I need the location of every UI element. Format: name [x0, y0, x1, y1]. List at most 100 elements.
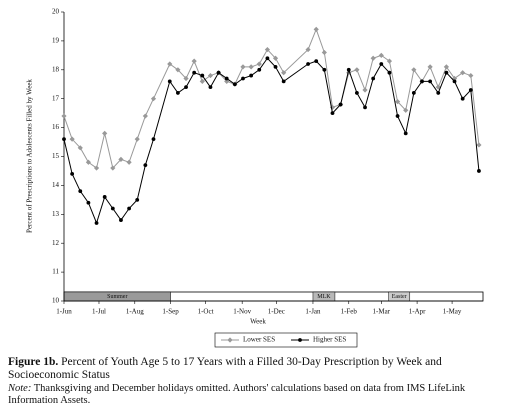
data-point	[62, 137, 66, 142]
data-point	[191, 58, 197, 64]
data-point	[306, 62, 310, 66]
data-point	[126, 159, 132, 165]
x-tick-label: 1-Jul	[92, 308, 106, 316]
data-point	[135, 197, 140, 202]
data-point	[322, 67, 327, 72]
data-point	[192, 70, 197, 75]
data-point	[224, 78, 230, 84]
data-point	[118, 156, 124, 162]
period-label: MLK	[317, 294, 331, 300]
data-point	[184, 85, 188, 90]
legend-label: Higher SES	[313, 336, 346, 344]
data-point	[346, 67, 351, 72]
data-point	[379, 62, 384, 66]
data-point	[452, 79, 457, 84]
data-point	[281, 79, 286, 84]
data-point	[127, 206, 131, 211]
data-point	[436, 91, 441, 95]
data-point	[387, 70, 392, 75]
data-point	[314, 59, 319, 64]
data-point	[143, 163, 148, 168]
data-point	[363, 105, 367, 110]
data-point	[176, 91, 180, 95]
data-point	[477, 169, 481, 173]
data-point	[265, 56, 270, 61]
data-point	[281, 70, 287, 76]
data-point	[329, 104, 336, 110]
data-point	[394, 98, 401, 105]
data-point	[273, 65, 278, 69]
note-label: Note:	[8, 383, 32, 394]
data-point	[313, 26, 319, 32]
x-tick-label: 1-Aug	[126, 308, 144, 316]
period-label: Easter	[392, 294, 407, 300]
data-point	[411, 91, 416, 95]
data-point	[411, 67, 417, 73]
data-point	[249, 73, 254, 78]
y-tick-label: 17	[52, 94, 60, 102]
data-point	[257, 67, 262, 72]
data-point	[200, 73, 205, 78]
data-point	[208, 85, 213, 90]
data-point	[216, 70, 221, 75]
data-point	[232, 82, 237, 87]
caption-title: Figure 1b. Percent of Youth Age 5 to 17 …	[8, 356, 504, 382]
data-point	[248, 64, 254, 70]
data-point	[451, 75, 458, 82]
period-label: Summer	[107, 294, 127, 300]
data-point	[224, 76, 229, 81]
series-line	[63, 27, 480, 170]
y-tick-label: 14	[52, 181, 60, 189]
y-tick-label: 19	[52, 37, 60, 45]
data-point	[354, 91, 359, 95]
data-point	[305, 46, 311, 53]
data-point	[338, 102, 343, 107]
y-tick-label: 18	[52, 65, 60, 73]
data-point	[428, 79, 433, 84]
data-point	[69, 136, 75, 142]
y-tick-label: 13	[52, 210, 60, 218]
y-tick-label: 20	[52, 8, 60, 16]
x-axis-label: Week	[250, 318, 266, 326]
data-point	[94, 221, 99, 225]
data-point	[386, 58, 393, 64]
data-point	[150, 96, 157, 102]
x-tick-label: 1-Oct	[198, 308, 214, 316]
x-tick-label: 1-May	[443, 308, 462, 316]
caption-note: Note: Thanksgiving and December holidays…	[8, 383, 504, 407]
data-point	[403, 107, 409, 113]
data-point	[77, 145, 83, 151]
legend-marker	[298, 338, 302, 342]
y-tick-label: 12	[52, 239, 60, 247]
data-point	[468, 88, 473, 92]
data-point	[241, 76, 245, 81]
x-tick-label: 1-Nov	[233, 308, 251, 316]
x-tick-label: 1-Apr	[409, 308, 426, 316]
data-point	[207, 72, 214, 79]
data-point	[86, 200, 91, 205]
y-axis-label: Percent of Prescriptions to Adolescents …	[26, 79, 34, 233]
data-point	[183, 75, 189, 82]
data-point	[167, 61, 173, 67]
data-point	[167, 79, 172, 84]
data-point	[119, 218, 123, 222]
data-point	[61, 113, 67, 119]
data-point	[142, 113, 148, 119]
x-tick-label: 1-Jan	[305, 308, 321, 316]
data-point	[102, 130, 108, 136]
data-point	[272, 55, 279, 61]
data-point	[199, 78, 205, 84]
data-point	[134, 136, 140, 142]
data-point	[240, 64, 246, 70]
data-point	[443, 64, 449, 70]
data-point	[330, 111, 335, 116]
x-tick-label: 1-Sep	[162, 308, 179, 316]
data-point	[378, 52, 384, 58]
data-point	[110, 165, 116, 171]
data-point	[110, 206, 115, 211]
data-point	[93, 165, 100, 171]
x-tick-label: 1-Feb	[341, 308, 358, 316]
data-point	[78, 189, 83, 194]
data-point	[460, 70, 466, 76]
